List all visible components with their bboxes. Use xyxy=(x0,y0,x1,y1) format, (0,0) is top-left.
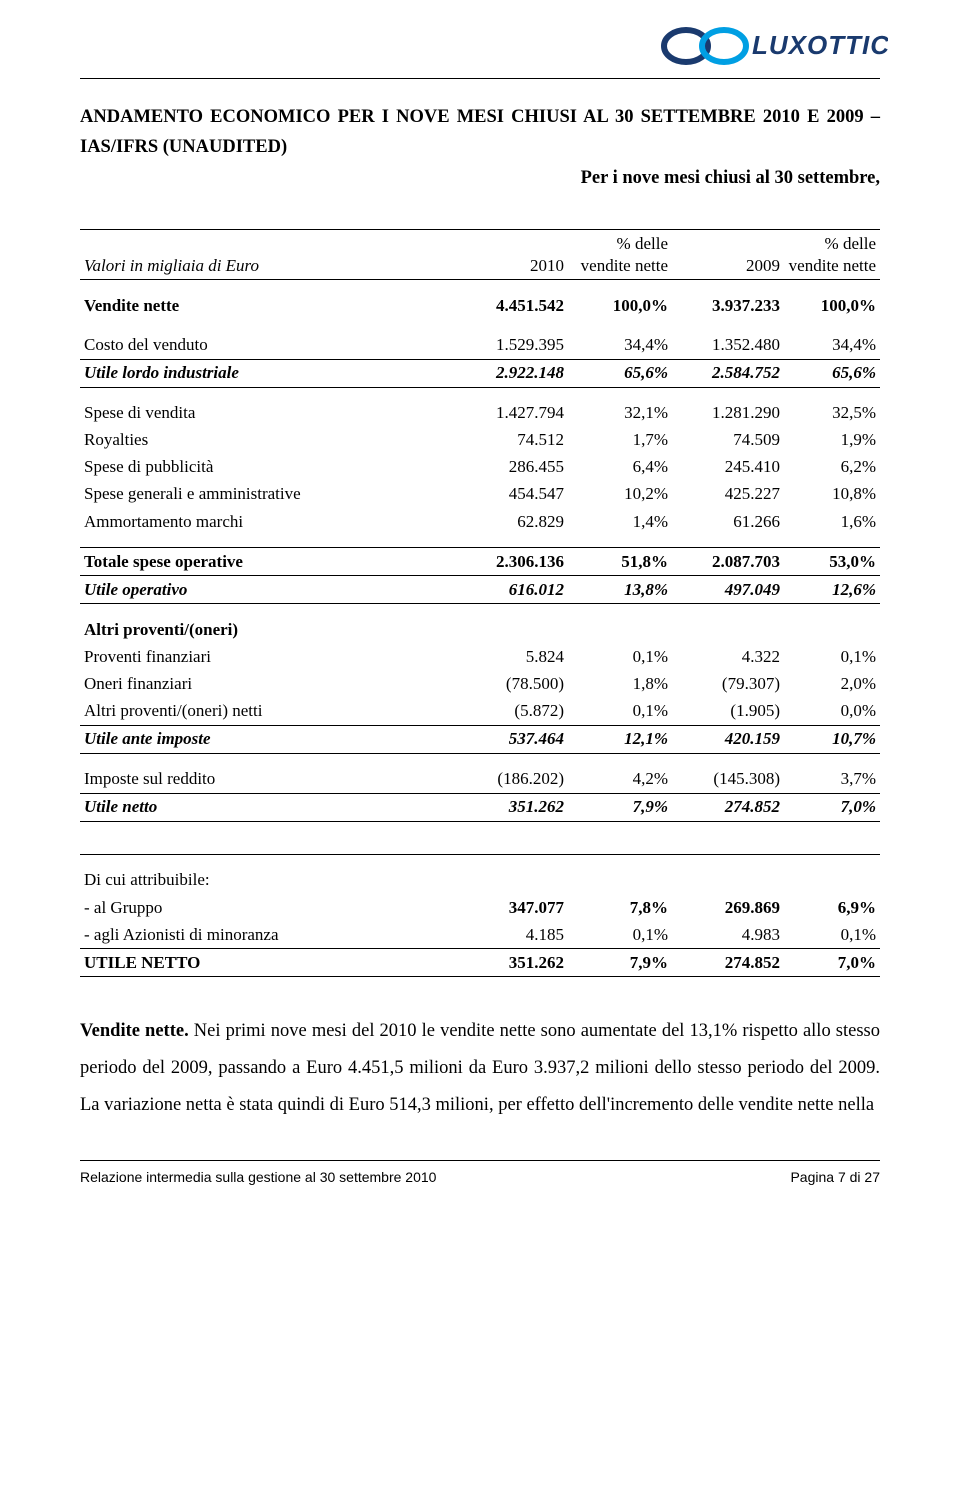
financial-table: Valori in migliaia di Euro 2010 % delle … xyxy=(80,229,880,977)
row-vendite-nette: Vendite nette 4.451.542 100,0% 3.937.233… xyxy=(80,292,880,319)
doc-subtitle: Per i nove mesi chiusi al 30 settembre, xyxy=(80,168,880,189)
table-header: Valori in migliaia di Euro 2010 % delle … xyxy=(80,230,880,280)
header-year-2009: 2009 xyxy=(746,256,780,275)
rule-bottom xyxy=(80,1160,880,1161)
row-utile-ante-imposte: Utile ante imposte 537.464 12,1% 420.159… xyxy=(80,725,880,753)
row-utile-lordo: Utile lordo industriale 2.922.148 65,6% … xyxy=(80,359,880,387)
row-utile-netto-final: UTILE NETTO 351.262 7,9% 274.852 7,0% xyxy=(80,949,880,977)
para-text: Nei primi nove mesi del 2010 le vendite … xyxy=(80,1021,880,1115)
header-pct1-b: vendite nette xyxy=(581,256,668,275)
header-pct2-a: % delle xyxy=(825,234,876,253)
page: LUXOTTICA ANDAMENTO ECONOMICO PER I NOVE… xyxy=(0,0,960,1495)
row-imposte-reddito: Imposte sul reddito (186.202) 4,2% (145.… xyxy=(80,766,880,794)
para-lead: Vendite nette. xyxy=(80,1021,189,1041)
row-al-gruppo: - al Gruppo 347.077 7,8% 269.869 6,9% xyxy=(80,894,880,921)
row-oneri-finanziari: Oneri finanziari (78.500) 1,8% (79.307) … xyxy=(80,671,880,698)
row-proventi-finanziari: Proventi finanziari 5.824 0,1% 4.322 0,1… xyxy=(80,643,880,670)
header-pct1-a: % delle xyxy=(617,234,668,253)
row-altri-proventi-netti: Altri proventi/(oneri) netti (5.872) 0,1… xyxy=(80,698,880,726)
row-utile-operativo: Utile operativo 616.012 13,8% 497.049 12… xyxy=(80,576,880,604)
svg-text:LUXOTTICA: LUXOTTICA xyxy=(752,30,888,60)
row-azionisti-minoranza: - agli Azionisti di minoranza 4.185 0,1%… xyxy=(80,921,880,949)
row-totale-spese-operative: Totale spese operative 2.306.136 51,8% 2… xyxy=(80,548,880,576)
footer: Relazione intermedia sulla gestione al 3… xyxy=(80,1169,880,1185)
row-utile-netto: Utile netto 351.262 7,9% 274.852 7,0% xyxy=(80,793,880,821)
header-caption: Valori in migliaia di Euro xyxy=(84,256,259,275)
row-royalties: Royalties 74.512 1,7% 74.509 1,9% xyxy=(80,427,880,454)
row-spese-generali: Spese generali e amministrative 454.547 … xyxy=(80,481,880,508)
row-costo-venduto: Costo del venduto 1.529.395 34,4% 1.352.… xyxy=(80,331,880,359)
row-attribuibile-header: Di cui attribuibile: xyxy=(80,867,880,894)
doc-title: ANDAMENTO ECONOMICO PER I NOVE MESI CHIU… xyxy=(80,103,880,162)
header-year-2010: 2010 xyxy=(530,256,564,275)
row-spese-vendita: Spese di vendita 1.427.794 32,1% 1.281.2… xyxy=(80,400,880,427)
logo: LUXOTTICA xyxy=(658,24,888,77)
body-paragraph: Vendite nette. Nei primi nove mesi del 2… xyxy=(80,1013,880,1124)
footer-left: Relazione intermedia sulla gestione al 3… xyxy=(80,1169,436,1185)
row-altri-proventi-header: Altri proventi/(oneri) xyxy=(80,616,880,643)
row-ammortamento: Ammortamento marchi 62.829 1,4% 61.266 1… xyxy=(80,508,880,535)
rule-top xyxy=(80,78,880,79)
header-pct2-b: vendite nette xyxy=(789,256,876,275)
footer-right: Pagina 7 di 27 xyxy=(790,1169,880,1185)
luxottica-logo: LUXOTTICA xyxy=(658,24,888,72)
row-spese-pubblicita: Spese di pubblicità 286.455 6,4% 245.410… xyxy=(80,454,880,481)
